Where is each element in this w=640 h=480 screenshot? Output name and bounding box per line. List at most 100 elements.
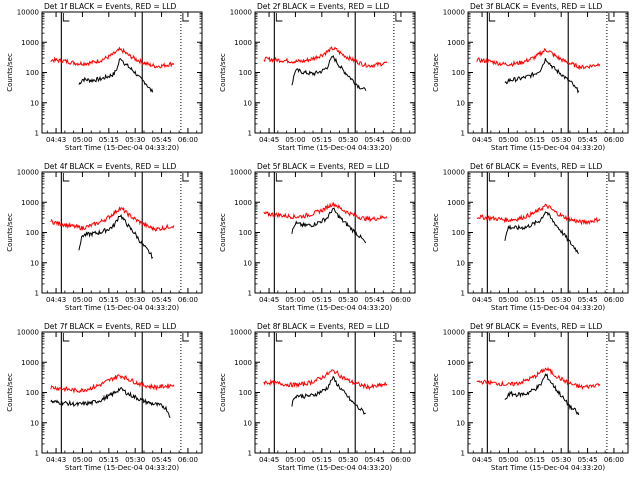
lld-series-line [263,369,388,391]
y-tick-label: 100 [239,229,252,237]
y-tick-label: 1 [248,130,252,138]
x-tick-label: 05:00 [498,136,518,144]
x-tick-label: 05:45 [151,456,171,464]
events-series-line [50,386,171,418]
x-axis-label: Start Time (15-Dec-04 04:33:20) [278,144,392,152]
x-axis-label: Start Time (15-Dec-04 04:33:20) [65,304,179,312]
events-series-line [504,373,580,416]
y-axis-label: Counts/sec [6,213,14,252]
events-series-line [504,211,580,255]
y-tick-label: 100 [452,229,465,237]
panel-title: Det 3f BLACK = Events, RED = LLD [470,2,603,11]
x-tick-label: 05:00 [72,456,92,464]
x-tick-label: 05:45 [151,136,171,144]
plot-frame [254,171,416,294]
y-tick-label: 10000 [443,169,465,177]
x-tick-label: 06:00 [604,136,624,144]
x-tick-label: 06:00 [178,136,198,144]
y-tick-label: 100 [26,389,39,397]
y-tick-label: 1 [248,450,252,458]
y-tick-label: 1000 [447,359,465,367]
x-tick-label: 05:15 [99,296,119,304]
x-tick-label: 06:00 [178,296,198,304]
y-tick-label: 100 [26,229,39,237]
y-tick-label: 10 [243,99,252,107]
x-tick-label: 05:00 [72,136,92,144]
x-tick-label: 04:45 [259,136,279,144]
x-tick-label: 05:45 [364,456,384,464]
x-axis-label: Start Time (15-Dec-04 04:33:20) [278,304,392,312]
interval-bracket [182,13,189,22]
detector-panel-7: Det 7f BLACK = Events, RED = LLD 1 10 100 10… [6,322,203,472]
x-tick-label: 04:45 [259,296,279,304]
y-tick-label: 1000 [21,359,39,367]
x-tick-label: 06:00 [391,456,411,464]
x-tick-label: 05:45 [577,456,597,464]
x-tick-label: 05:30 [551,136,571,144]
y-tick-label: 10 [30,259,39,267]
y-axis-label: Counts/sec [6,53,14,92]
y-tick-label: 1 [248,290,252,298]
detector-panel-9: Det 9f BLACK = Events, RED = LLD 1 10 100 10… [432,322,629,472]
lld-series-line [476,366,601,391]
x-tick-label: 06:00 [391,296,411,304]
y-tick-label: 1 [461,130,465,138]
events-series-line [291,54,367,91]
x-tick-label: 05:15 [525,136,545,144]
x-tick-label: 05:00 [498,456,518,464]
x-tick-label: 05:00 [285,296,305,304]
lld-series-line [50,374,175,394]
y-tick-label: 1 [35,130,39,138]
detector-panel-1: Det 1f BLACK = Events, RED = LLD 1 10 100 10… [6,2,203,152]
lld-series-line [263,202,388,223]
y-tick-label: 10 [456,259,465,267]
y-tick-label: 1000 [21,199,39,207]
x-tick-label: 04:45 [472,456,492,464]
lld-series-line [50,46,175,69]
x-tick-label: 05:45 [577,296,597,304]
plot-frame [254,331,416,454]
panel-title: Det 1f BLACK = Events, RED = LLD [44,2,177,11]
x-axis-label: Start Time (15-Dec-04 04:33:20) [65,144,179,152]
y-tick-label: 10 [243,259,252,267]
x-tick-label: 05:30 [551,456,571,464]
y-axis-label: Counts/sec [6,373,14,412]
interval-bracket [275,173,283,182]
x-tick-label: 04:43 [46,456,66,464]
y-axis-label: Counts/sec [219,53,227,92]
y-tick-label: 10000 [443,9,465,17]
y-tick-label: 1000 [447,39,465,47]
panel-title: Det 2f BLACK = Events, RED = LLD [257,2,390,11]
y-axis-label: Counts/sec [432,213,440,252]
detector-panel-8: Det 8f BLACK = Events, RED = LLD 1 10 100 10… [219,322,416,472]
x-tick-label: 05:45 [577,136,597,144]
events-series-line [291,207,367,244]
y-axis-label: Counts/sec [432,373,440,412]
panel-title: Det 4f BLACK = Events, RED = LLD [44,162,177,171]
x-tick-label: 05:30 [125,456,145,464]
x-tick-label: 06:00 [604,296,624,304]
y-tick-label: 1000 [234,359,252,367]
x-tick-label: 06:00 [604,456,624,464]
y-tick-label: 10000 [230,169,252,177]
y-tick-label: 1000 [234,199,252,207]
detector-panel-2: Det 2f BLACK = Events, RED = LLD 1 10 100 10… [219,2,416,152]
lld-series-line [263,46,388,69]
y-tick-label: 100 [239,69,252,77]
x-tick-label: 06:00 [391,136,411,144]
x-axis-label: Start Time (15-Dec-04 04:33:20) [491,144,605,152]
plot-frame [467,171,629,294]
y-tick-label: 10 [243,419,252,427]
x-axis-label: Start Time (15-Dec-04 04:33:20) [491,304,605,312]
x-tick-label: 05:30 [338,456,358,464]
x-axis-label: Start Time (15-Dec-04 04:33:20) [65,464,179,472]
y-tick-label: 10000 [17,9,39,17]
y-tick-label: 10 [30,419,39,427]
panel-title: Det 6f BLACK = Events, RED = LLD [470,162,603,171]
plot-frame [41,171,203,294]
interval-bracket [62,173,70,182]
x-tick-label: 05:30 [551,296,571,304]
interval-bracket [488,333,496,342]
interval-bracket [608,173,615,182]
